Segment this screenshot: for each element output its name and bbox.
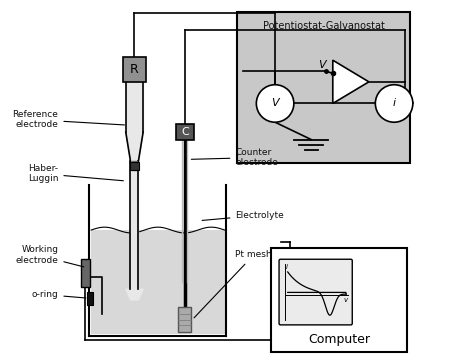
Text: i: i [392, 98, 396, 109]
FancyBboxPatch shape [178, 307, 191, 332]
Text: V: V [271, 98, 279, 109]
FancyBboxPatch shape [237, 12, 410, 163]
FancyBboxPatch shape [123, 57, 146, 82]
Text: Potentiostat-Galvanostat: Potentiostat-Galvanostat [263, 21, 385, 30]
Text: Working
electrode: Working electrode [16, 245, 84, 267]
Text: i: i [286, 264, 288, 270]
Text: v: v [344, 296, 348, 303]
Polygon shape [126, 289, 143, 300]
Text: Counter
electrode: Counter electrode [191, 148, 278, 167]
Polygon shape [126, 82, 143, 132]
FancyBboxPatch shape [279, 259, 352, 325]
Circle shape [375, 85, 413, 122]
Polygon shape [132, 161, 137, 170]
FancyBboxPatch shape [82, 259, 90, 287]
Text: V: V [318, 60, 326, 70]
FancyBboxPatch shape [87, 292, 93, 305]
Text: Reference
electrode: Reference electrode [12, 110, 125, 129]
Polygon shape [126, 132, 143, 161]
Polygon shape [333, 60, 369, 104]
Circle shape [256, 85, 294, 122]
Text: Haber-
Luggin: Haber- Luggin [28, 164, 123, 184]
Text: Pt mesh: Pt mesh [194, 251, 272, 318]
Text: Computer: Computer [308, 333, 370, 346]
FancyBboxPatch shape [130, 162, 139, 170]
FancyBboxPatch shape [91, 230, 225, 334]
Text: Electrolyte: Electrolyte [202, 211, 284, 220]
Text: C: C [181, 127, 189, 137]
FancyBboxPatch shape [176, 125, 193, 139]
Polygon shape [130, 161, 138, 289]
Text: o-ring: o-ring [32, 290, 86, 299]
FancyBboxPatch shape [272, 248, 407, 352]
Text: R: R [130, 63, 139, 76]
